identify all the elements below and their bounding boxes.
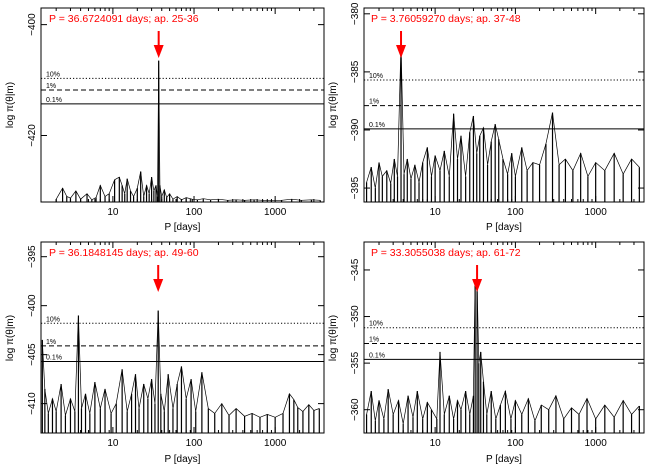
significance-levels: 10% 1% 0.1% [41, 316, 324, 362]
period-annotation: P = 33.3055038 days; ap. 61-72 [371, 247, 521, 259]
y-tick-label: −395 [27, 245, 38, 268]
significance-levels: 10% 1% 0.1% [41, 71, 324, 105]
axis-ticks: 10 100 1000 −345 −350 −355 −360 [350, 242, 645, 449]
significance-label-1: 1% [369, 99, 379, 106]
x-axis-title: P [days] [486, 454, 522, 465]
x-tick-label: 10 [107, 207, 119, 218]
period-arrow-icon [472, 265, 483, 292]
y-tick-label: −390 [350, 118, 361, 141]
x-tick-label: 10 [430, 207, 442, 218]
x-tick-label: 10 [430, 438, 442, 449]
y-tick-label: −400 [27, 13, 38, 36]
significance-label-0: 10% [369, 73, 383, 80]
plot-frame [40, 7, 325, 203]
x-tick-label: 100 [507, 207, 524, 218]
y-axis-title: log π(θ|m) [328, 82, 339, 128]
x-tick-label: 1000 [585, 438, 608, 449]
x-tick-label: 1000 [264, 207, 287, 218]
data-line-0 [366, 43, 640, 189]
period-annotation: P = 3.76059270 days; ap. 37-48 [371, 13, 521, 25]
panel-3: 10% 1% 0.1% 10 100 1000 −395 −400 −405 −410 P = … [5, 241, 325, 465]
y-tick-label: −410 [27, 392, 38, 415]
period-arrow-icon [153, 265, 164, 292]
plot-frame [363, 241, 645, 434]
x-tick-label: 100 [507, 438, 524, 449]
panel-4: 10% 1% 0.1% 10 100 1000 −345 −350 −355 −360 P = … [328, 241, 645, 465]
significance-label-1: 1% [46, 83, 56, 90]
data-series [365, 280, 640, 433]
period-annotation: P = 36.6724091 days; ap. 25-36 [49, 13, 199, 25]
x-tick-label: 100 [186, 438, 203, 449]
axis-ticks: 10 100 1000 −395 −400 −405 −410 [27, 242, 325, 449]
period-arrow-icon [396, 31, 407, 58]
data-series [365, 43, 640, 202]
y-tick-label: −405 [27, 343, 38, 366]
arrow-head [472, 279, 483, 292]
significance-label-2: 0.1% [46, 97, 62, 104]
y-tick-label: −360 [350, 398, 361, 421]
y-axis-title: log π(θ|m) [5, 82, 16, 128]
plot-frame [363, 7, 645, 203]
period-arrow-icon [153, 31, 164, 58]
y-tick-label: −350 [350, 305, 361, 328]
significance-levels: 10% 1% 0.1% [364, 321, 644, 360]
y-tick-label: −380 [350, 2, 361, 25]
y-tick-label: −355 [350, 351, 361, 374]
x-tick-label: 1000 [264, 438, 287, 449]
axis-ticks: 10 100 1000 −380 −385 −390 −395 [350, 2, 645, 218]
x-axis-title: P [days] [165, 222, 201, 233]
axis-ticks: 10 100 1000 −400 −420 [27, 8, 325, 218]
y-axis-title: log π(θ|m) [5, 315, 16, 361]
panel-2: 10% 1% 0.1% 10 100 1000 −380 −385 −390 −395 P = … [328, 2, 645, 233]
x-tick-label: 10 [107, 438, 119, 449]
significance-levels: 10% 1% 0.1% [364, 73, 644, 130]
significance-label-0: 10% [46, 316, 60, 323]
significance-label-0: 10% [46, 71, 60, 78]
x-tick-label: 1000 [585, 207, 608, 218]
arrow-head [153, 45, 164, 58]
significance-label-1: 1% [369, 337, 379, 344]
arrow-head [153, 279, 164, 292]
data-line-0 [55, 60, 321, 201]
y-tick-label: −345 [350, 258, 361, 281]
arrow-head [396, 45, 407, 58]
significance-label-2: 0.1% [369, 352, 385, 359]
data-series [55, 60, 321, 202]
y-tick-label: −400 [27, 294, 38, 317]
y-tick-label: −385 [350, 60, 361, 83]
data-series [41, 310, 320, 433]
plot-frame [40, 241, 325, 434]
x-axis-title: P [days] [165, 454, 201, 465]
significance-label-2: 0.1% [46, 354, 62, 361]
x-axis-title: P [days] [486, 222, 522, 233]
y-tick-label: −420 [27, 124, 38, 147]
data-line-0 [41, 310, 320, 418]
y-axis-title: log π(θ|m) [328, 315, 339, 361]
x-tick-label: 100 [186, 207, 203, 218]
panel-1: 10% 1% 0.1% 10 100 1000 −400 −420 P = 36.67240… [5, 7, 325, 233]
significance-label-0: 10% [369, 321, 383, 328]
period-annotation: P = 36.1848145 days; ap. 49-60 [49, 247, 199, 259]
y-tick-label: −395 [350, 176, 361, 199]
significance-label-2: 0.1% [369, 122, 385, 129]
significance-label-1: 1% [46, 339, 56, 346]
